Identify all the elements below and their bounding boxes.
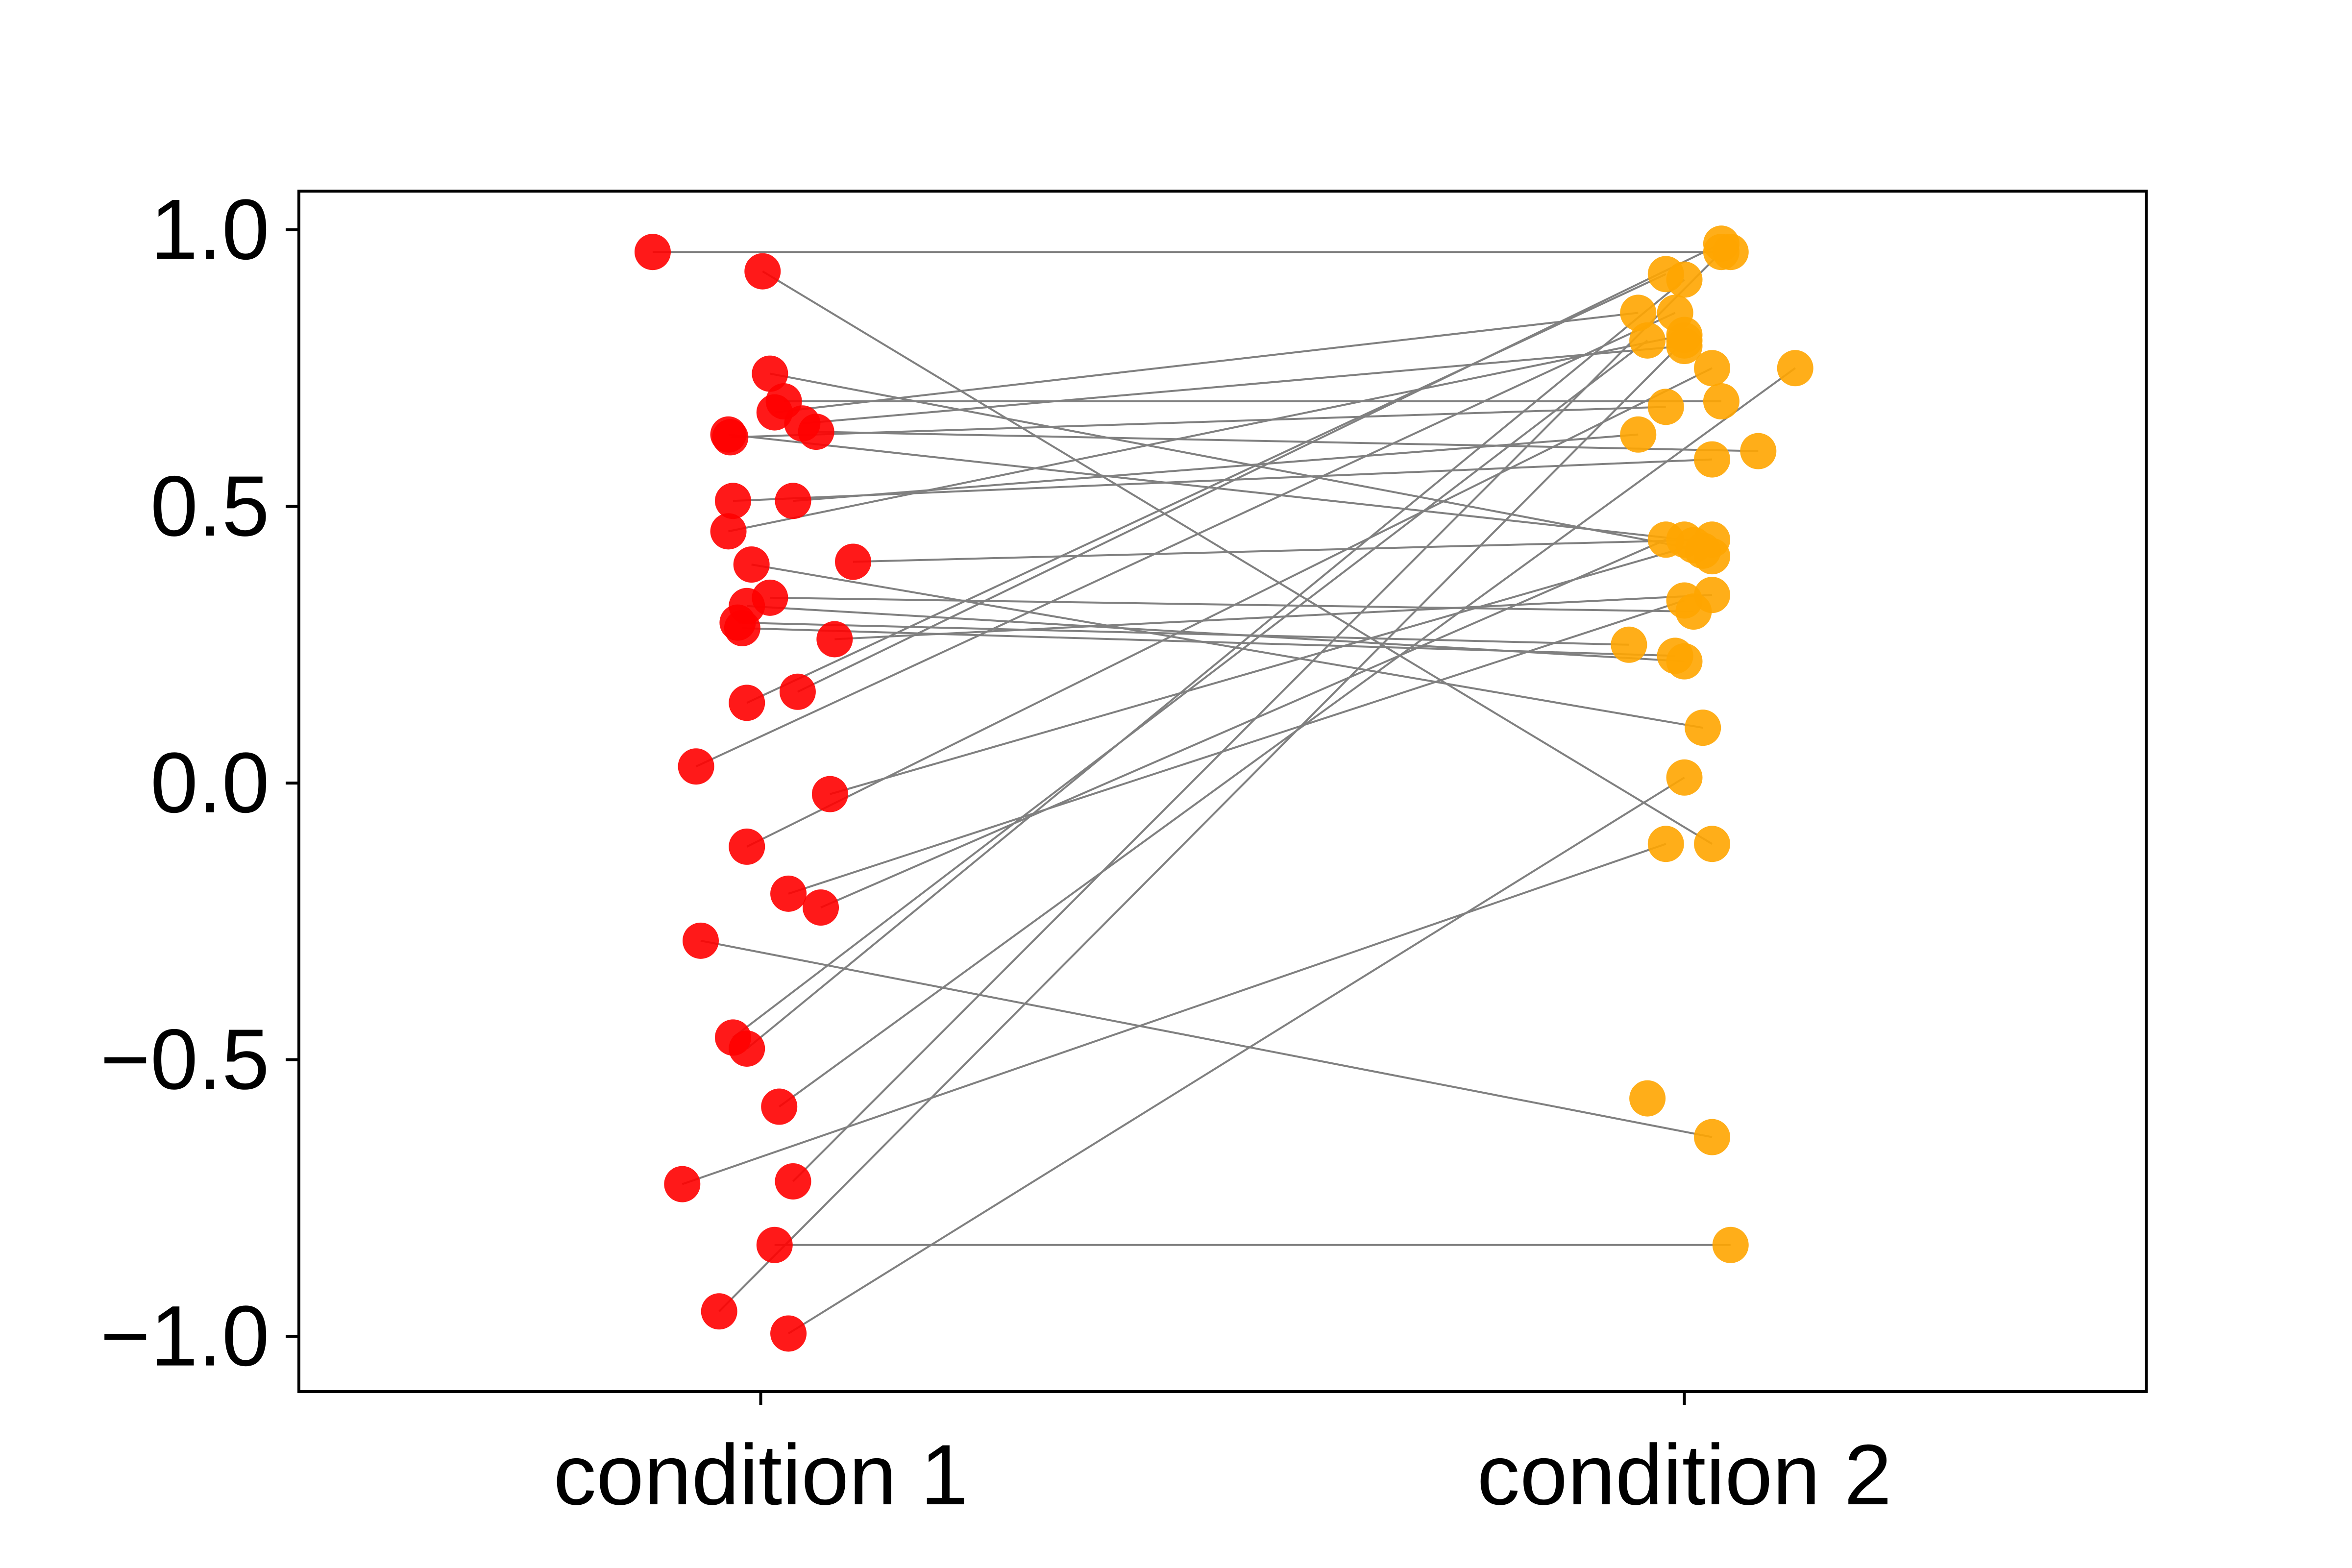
condition-1-point-29 bbox=[761, 1088, 798, 1125]
condition-2-point-33 bbox=[1666, 322, 1703, 359]
condition-1-point-33 bbox=[701, 1293, 737, 1330]
x-tick-label-1: condition 2 bbox=[1477, 1427, 1891, 1523]
connector-line-33 bbox=[718, 340, 1685, 1312]
plot-area-frame bbox=[297, 190, 2148, 1393]
condition-2-point-32 bbox=[1712, 1226, 1749, 1263]
x-tick-label-0: condition 1 bbox=[553, 1427, 968, 1523]
connector-lines bbox=[652, 243, 1796, 1335]
condition-1-point-32 bbox=[756, 1226, 793, 1263]
y-tick-label-0: −1.0 bbox=[100, 1289, 270, 1384]
connector-line-27 bbox=[732, 340, 1648, 1039]
condition-1-point-13 bbox=[733, 546, 770, 583]
condition-2-point-31 bbox=[1703, 234, 1740, 270]
condition-1-point-26 bbox=[682, 922, 719, 959]
connector-line-28 bbox=[746, 279, 1685, 1050]
condition-2-point-16 bbox=[1611, 626, 1647, 663]
condition-1-point-6 bbox=[798, 414, 834, 450]
condition-1-point-25 bbox=[803, 889, 839, 926]
connector-line-31 bbox=[792, 251, 1722, 1182]
condition-1-point-11 bbox=[710, 513, 747, 550]
condition-1-point-30 bbox=[664, 1166, 701, 1202]
condition-1-point-12 bbox=[835, 543, 871, 580]
condition-1-point-20 bbox=[729, 685, 765, 721]
condition-2-point-23 bbox=[1694, 350, 1731, 387]
condition-2-point-1 bbox=[1694, 826, 1731, 862]
connector-line-4 bbox=[774, 312, 1639, 414]
connector-line-24 bbox=[788, 599, 1685, 895]
connector-line-16 bbox=[737, 621, 1629, 646]
connector-line-21 bbox=[695, 312, 1676, 768]
condition-1-points bbox=[634, 234, 871, 1352]
x-axis: condition 1 condition 2 bbox=[553, 1392, 1892, 1523]
connector-line-25 bbox=[820, 539, 1666, 908]
condition-1-point-22 bbox=[811, 776, 848, 812]
condition-2-point-4 bbox=[1620, 294, 1657, 331]
connector-line-11 bbox=[728, 334, 1685, 533]
condition-1-point-28 bbox=[729, 1030, 765, 1067]
connector-line-34 bbox=[787, 777, 1685, 1335]
condition-2-point-34 bbox=[1666, 759, 1703, 796]
condition-2-point-29 bbox=[1777, 350, 1813, 387]
condition-1-point-21 bbox=[678, 748, 714, 785]
connector-line-29 bbox=[779, 367, 1796, 1108]
condition-2-points bbox=[1611, 225, 1813, 1263]
connector-line-13 bbox=[751, 564, 1703, 729]
condition-1-point-19 bbox=[779, 673, 816, 710]
condition-2-point-9 bbox=[1694, 441, 1731, 478]
connector-line-20 bbox=[746, 273, 1666, 704]
connector-line-14 bbox=[770, 596, 1694, 613]
connector-line-22 bbox=[830, 544, 1694, 795]
y-axis: −1.0 −0.5 0.0 0.5 1.0 bbox=[100, 182, 299, 1384]
condition-2-point-24 bbox=[1666, 582, 1703, 619]
condition-2-point-27 bbox=[1629, 322, 1666, 359]
connector-line-12 bbox=[853, 539, 1713, 563]
condition-2-point-8 bbox=[1647, 389, 1684, 425]
condition-2-point-25 bbox=[1647, 521, 1684, 558]
condition-2-point-10 bbox=[1620, 416, 1657, 453]
y-tick-label-2: 0.0 bbox=[150, 735, 270, 831]
connector-line-26 bbox=[700, 939, 1713, 1138]
condition-1-point-34 bbox=[770, 1315, 807, 1352]
condition-1-point-9 bbox=[714, 483, 751, 519]
condition-1-point-24 bbox=[770, 875, 807, 912]
condition-1-point-4 bbox=[756, 394, 793, 431]
condition-1-point-8 bbox=[712, 419, 749, 456]
condition-2-extra-point-1 bbox=[1694, 538, 1731, 575]
condition-1-point-1 bbox=[744, 253, 781, 290]
condition-1-point-31 bbox=[775, 1163, 811, 1200]
condition-2-point-13 bbox=[1685, 710, 1721, 746]
condition-1-point-0 bbox=[634, 234, 671, 270]
connector-line-1 bbox=[762, 270, 1713, 845]
condition-1-point-2 bbox=[752, 355, 788, 392]
connector-line-8 bbox=[730, 406, 1666, 439]
connector-line-23 bbox=[746, 367, 1713, 848]
connector-line-2 bbox=[769, 372, 1703, 552]
y-tick-label-4: 1.0 bbox=[150, 182, 270, 278]
condition-2-point-17 bbox=[1657, 637, 1693, 674]
connector-line-7 bbox=[728, 433, 1685, 541]
y-tick-label-1: −0.5 bbox=[100, 1012, 270, 1107]
condition-1-point-10 bbox=[775, 483, 811, 519]
condition-2-point-28 bbox=[1666, 261, 1703, 298]
y-tick-label-3: 0.5 bbox=[150, 459, 270, 554]
condition-2-point-21 bbox=[1657, 294, 1693, 331]
condition-2-point-26 bbox=[1694, 1119, 1731, 1155]
condition-2-point-6 bbox=[1740, 433, 1777, 469]
connector-line-5 bbox=[802, 345, 1685, 425]
condition-1-point-23 bbox=[729, 828, 765, 865]
condition-2-point-18 bbox=[1694, 577, 1731, 613]
connector-line-6 bbox=[816, 431, 1759, 452]
condition-1-point-18 bbox=[816, 621, 853, 658]
condition-2-point-30 bbox=[1647, 826, 1684, 862]
condition-1-point-17 bbox=[724, 610, 760, 646]
condition-2-extra-point-0 bbox=[1629, 1080, 1666, 1117]
condition-2-point-3 bbox=[1703, 383, 1740, 420]
connector-line-19 bbox=[797, 243, 1722, 693]
